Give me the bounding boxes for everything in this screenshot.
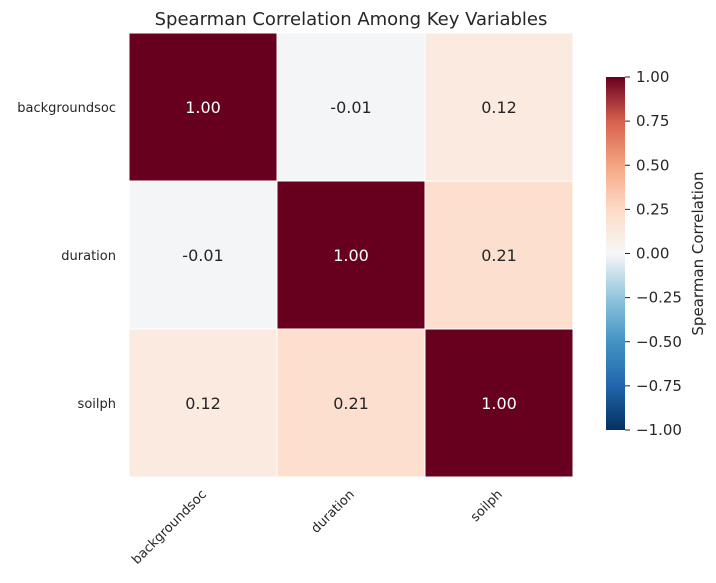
- y-tick-label: soilph: [78, 397, 116, 412]
- heatmap-cell: [424, 32, 574, 182]
- colorbar-tick-label: −1.00: [636, 421, 682, 439]
- x-tick-labels: backgroundsoc duration soilph: [129, 487, 505, 567]
- colorbar-label: Spearman Correlation: [689, 171, 707, 335]
- colorbar-tick-label: 1.00: [636, 68, 669, 86]
- colorbar-tick-label: −0.25: [636, 289, 682, 307]
- y-tick-label: duration: [61, 249, 116, 264]
- heatmap-cell: [128, 328, 278, 478]
- heatmap-cell: [424, 328, 574, 478]
- cell-value-label: -0.01: [330, 98, 371, 117]
- cell-value-label: -0.01: [182, 246, 223, 265]
- cell-value-label: 0.12: [185, 394, 221, 413]
- cell-value-label: 1.00: [333, 246, 369, 265]
- y-tick-label: backgroundsoc: [17, 101, 116, 116]
- y-tick-labels: backgroundsoc duration soilph: [17, 101, 116, 412]
- heatmap-cell: [276, 328, 426, 478]
- colorbar-tick-label: 0.75: [636, 112, 669, 130]
- cell-value-label: 1.00: [185, 98, 221, 117]
- colorbar-tick-label: 0.00: [636, 245, 669, 263]
- cell-value-label: 0.12: [481, 98, 517, 117]
- cell-value-label: 0.21: [481, 246, 517, 265]
- heatmap-cell: [128, 32, 278, 182]
- chart-title: Spearman Correlation Among Key Variables: [155, 9, 548, 30]
- x-tick-label: duration: [309, 487, 358, 536]
- heatmap-cell: [276, 32, 426, 182]
- heatmap-cell: [424, 180, 574, 330]
- x-tick-label: soilph: [468, 487, 506, 525]
- colorbar-tick-label: −0.50: [636, 333, 682, 351]
- x-tick-label: backgroundsoc: [129, 487, 209, 567]
- colorbar: 1.00 0.75 0.50 0.25 0.00 −0.25 −0.50 −0.75 −1.00: [606, 68, 682, 439]
- cell-value-label: 0.21: [333, 394, 369, 413]
- heatmap-cell: [276, 180, 426, 330]
- heatmap-cells: 1.00 -0.01 0.12 -0.01 1.00 0.21 0.12 0.21 1.00: [128, 32, 574, 478]
- colorbar-tick-label: −0.75: [636, 377, 682, 395]
- colorbar-tick-label: 0.25: [636, 200, 669, 218]
- colorbar-tick-label: 0.50: [636, 156, 669, 174]
- colorbar-gradient: [606, 77, 625, 430]
- cell-value-label: 1.00: [481, 394, 517, 413]
- heatmap-cell: [128, 180, 278, 330]
